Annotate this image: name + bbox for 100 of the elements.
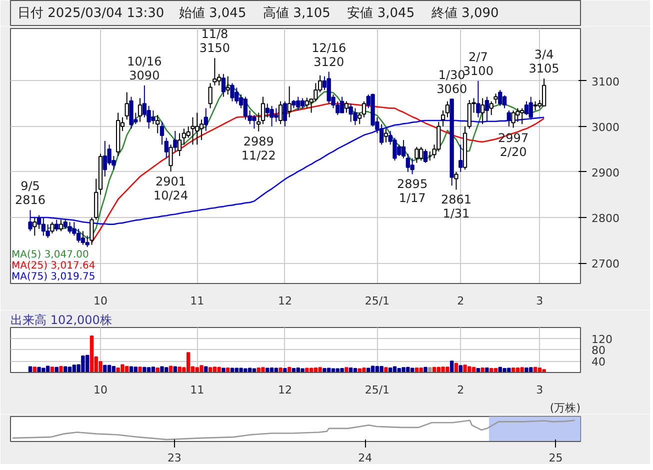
candlestick — [129, 96, 134, 130]
bar — [410, 368, 414, 372]
bar — [186, 352, 190, 372]
annotation: 9/5 2816 — [14, 179, 46, 208]
bar — [458, 365, 462, 372]
x-tick-label: 10 — [94, 384, 108, 396]
bar — [50, 366, 54, 372]
candlestick — [476, 80, 480, 118]
x-tick-label: 25 — [548, 452, 563, 464]
bar — [90, 336, 94, 372]
bar — [156, 367, 160, 372]
y-tick-label: 3000 — [592, 120, 620, 134]
bar — [370, 366, 375, 372]
bar — [212, 366, 217, 372]
candlestick — [300, 98, 305, 109]
bar — [168, 366, 173, 372]
bar — [318, 367, 322, 372]
bar — [419, 367, 423, 372]
candlestick — [204, 108, 208, 132]
y-tick-label: 3100 — [592, 75, 620, 88]
text: 出来高 102,000株 — [10, 313, 112, 327]
x-tick-label: 3 — [536, 384, 544, 396]
bar — [424, 366, 428, 372]
candlestick — [353, 108, 358, 126]
annotation: 2861 1/31 — [440, 192, 472, 221]
bar — [520, 367, 524, 372]
candlestick — [379, 124, 384, 146]
annotation: 2901 10/24 — [153, 174, 188, 202]
bar — [217, 366, 221, 372]
annotation: 2989 11/22 — [241, 134, 276, 162]
x-tick-label: 25/1 — [364, 294, 390, 308]
x-tick-label: 11 — [190, 294, 204, 308]
candlestick — [344, 100, 349, 114]
bar — [366, 368, 370, 372]
bar — [208, 367, 212, 372]
candlestick — [156, 114, 160, 134]
bar — [305, 368, 309, 372]
candlestick — [76, 228, 81, 244]
candlestick — [458, 144, 463, 172]
series-label: MA(5) 3,047.00 — [12, 250, 89, 260]
candlestick — [489, 100, 494, 116]
x-tick-label: 10 — [94, 294, 108, 308]
candlestick — [260, 96, 266, 125]
annotation: 3/4 3105 — [528, 48, 560, 76]
x-tick-label: 24 — [358, 452, 372, 464]
text: 高値 3,105 — [263, 5, 330, 21]
candlestick — [58, 219, 64, 232]
bar — [200, 365, 204, 372]
bar — [340, 368, 344, 372]
x-tick-label: 23 — [167, 452, 182, 464]
y-tick-label: 40 — [592, 356, 606, 369]
candlestick — [36, 214, 42, 230]
bar — [261, 367, 265, 372]
bar — [344, 367, 348, 372]
bar — [59, 366, 63, 372]
bar — [266, 368, 270, 372]
y-tick-label: 120 — [592, 332, 612, 346]
bar — [322, 368, 326, 372]
y-axis-title: (万株) — [550, 402, 581, 414]
bar — [454, 362, 458, 372]
bar — [146, 367, 151, 372]
candlestick — [54, 219, 59, 232]
candlestick — [221, 74, 226, 98]
bar — [300, 368, 304, 372]
x-tick-label: 12 — [278, 384, 292, 396]
candlestick — [362, 100, 366, 118]
bar — [230, 368, 234, 372]
candlestick — [498, 89, 502, 106]
candlestick — [226, 76, 230, 96]
bar — [64, 366, 68, 372]
bar — [380, 366, 384, 372]
bar — [283, 368, 287, 372]
y-tick-label: 2800 — [592, 212, 620, 225]
bar — [428, 367, 432, 372]
bar — [274, 368, 278, 372]
bar — [138, 366, 142, 372]
candlestick — [484, 96, 490, 122]
x-tick-label: 3 — [536, 294, 544, 308]
annotation: 2997 2/20 — [498, 130, 529, 159]
candlestick — [454, 171, 458, 190]
bar — [32, 366, 37, 372]
candlestick — [445, 100, 450, 118]
candlestick — [278, 100, 283, 125]
bar — [134, 366, 138, 372]
y-tick-label: 80 — [592, 344, 606, 358]
x-tick-label: 2 — [457, 384, 464, 396]
candlestick — [32, 216, 37, 236]
series-label: MA(25) 3,017.64 — [12, 260, 96, 272]
y-tick-label: 2900 — [592, 166, 620, 180]
candlestick — [414, 146, 419, 164]
text: 日付 2025/03/04 13:30 — [18, 6, 164, 21]
bar — [542, 369, 546, 372]
bar — [142, 366, 146, 372]
candlestick — [502, 94, 507, 109]
x-tick-label: 12 — [278, 294, 292, 308]
candlestick — [182, 128, 186, 146]
bar — [72, 364, 76, 372]
candlestick — [440, 110, 446, 127]
candlestick — [524, 100, 529, 116]
bar — [450, 360, 454, 372]
